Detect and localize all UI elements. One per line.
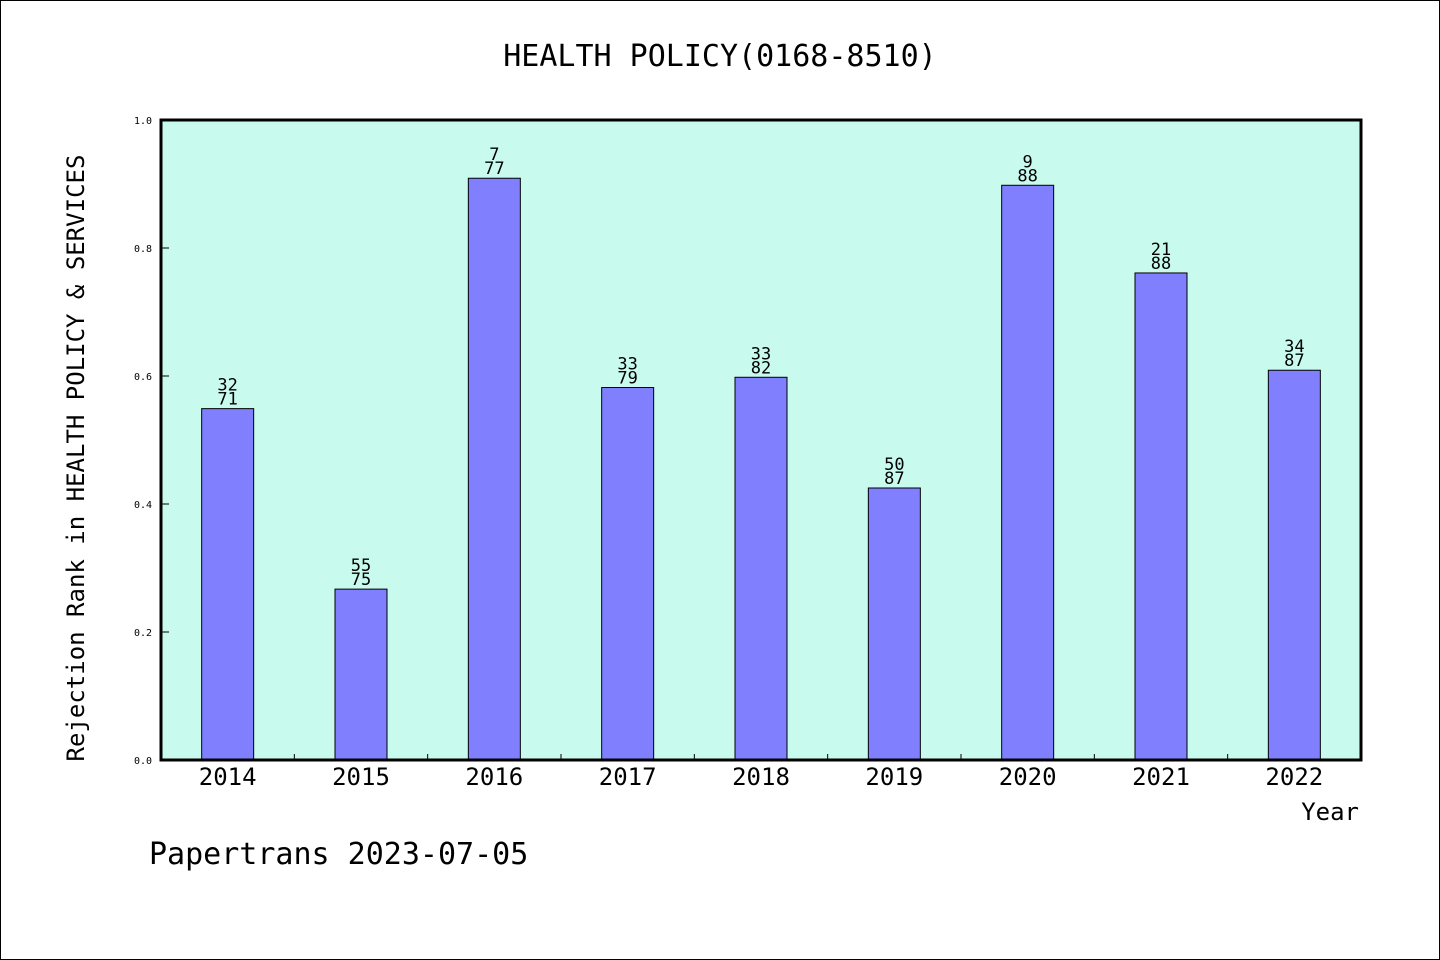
bars-group xyxy=(201,177,1321,761)
plot-border xyxy=(159,118,1363,762)
chart-title: HEALTH POLICY(0168-8510) xyxy=(503,39,936,74)
bar-2018 xyxy=(734,376,788,761)
x-axis: 2014 2015 2016 2017 2018 2019 2020 2021 2022 xyxy=(199,754,1323,791)
x-axis-label: Year xyxy=(1301,798,1359,826)
bar-label-total: 87 xyxy=(884,469,904,489)
bar-label-rank: 21 xyxy=(1151,240,1171,260)
y-tick-label: 0.6 xyxy=(134,372,152,383)
x-tick-label: 2014 xyxy=(199,763,257,791)
bar-label-rank: 55 xyxy=(351,556,371,576)
y-axis: 0.0 0.2 0.4 0.6 0.8 1.0 xyxy=(134,116,169,767)
bar-label-total: 77 xyxy=(484,159,504,179)
bar-label-total: 88 xyxy=(1151,254,1171,274)
y-tick-label: 0.2 xyxy=(134,628,152,639)
x-tick-label: 2019 xyxy=(865,763,923,791)
bar-label-rank: 33 xyxy=(617,355,637,375)
bar-label-rank: 50 xyxy=(884,455,904,475)
bar-label-total: 75 xyxy=(351,570,371,590)
y-tick-label: 1.0 xyxy=(134,116,152,127)
x-tick-label: 2017 xyxy=(599,763,657,791)
bar-label-total: 71 xyxy=(217,390,237,410)
x-tick-label: 2015 xyxy=(332,763,390,791)
bar-label-rank: 32 xyxy=(217,376,237,396)
y-tick-label: 0.4 xyxy=(134,500,152,511)
footer-credit: Papertrans 2023-07-05 xyxy=(149,837,528,872)
bar-label-rank: 9 xyxy=(1023,152,1033,172)
bar-label-rank: 34 xyxy=(1284,337,1304,357)
bar-2015 xyxy=(334,588,388,761)
y-tick-label: 0.8 xyxy=(134,244,152,255)
bar-2019 xyxy=(867,487,921,761)
bar-2022 xyxy=(1267,369,1321,761)
bar-2016 xyxy=(467,177,521,761)
bar-label-total: 88 xyxy=(1017,166,1037,186)
bar-2021 xyxy=(1134,272,1188,761)
bar-2020 xyxy=(1001,184,1055,761)
bar-label-total: 79 xyxy=(617,369,637,389)
bar-label-total: 82 xyxy=(751,358,771,378)
bar-label-total: 87 xyxy=(1284,351,1304,371)
y-tick-label: 0.0 xyxy=(134,756,152,767)
x-tick-label: 2016 xyxy=(465,763,523,791)
x-tick-label: 2022 xyxy=(1265,763,1323,791)
bar-label-rank: 7 xyxy=(489,145,499,165)
bar-2014 xyxy=(201,408,255,761)
x-tick-label: 2018 xyxy=(732,763,790,791)
y-axis-label: Rejection Rank in HEALTH POLICY & SERVIC… xyxy=(62,155,90,762)
bar-2017 xyxy=(601,387,655,761)
x-tick-label: 2020 xyxy=(999,763,1057,791)
x-tick-label: 2021 xyxy=(1132,763,1190,791)
bar-label-rank: 33 xyxy=(751,344,771,364)
